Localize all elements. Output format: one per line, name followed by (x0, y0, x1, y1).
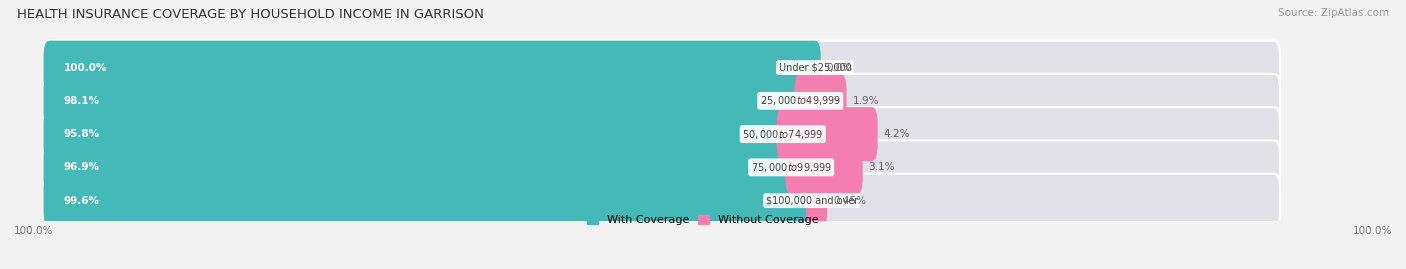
FancyBboxPatch shape (44, 41, 821, 94)
Text: 95.8%: 95.8% (63, 129, 100, 139)
Text: Under $25,000: Under $25,000 (779, 63, 851, 73)
FancyBboxPatch shape (44, 107, 1279, 161)
Text: 96.9%: 96.9% (63, 162, 100, 172)
FancyBboxPatch shape (44, 74, 806, 128)
Text: 4.2%: 4.2% (883, 129, 910, 139)
Text: $75,000 to $99,999: $75,000 to $99,999 (751, 161, 832, 174)
Text: 1.9%: 1.9% (852, 96, 879, 106)
Text: 98.1%: 98.1% (63, 96, 100, 106)
FancyBboxPatch shape (44, 174, 818, 228)
Text: 99.6%: 99.6% (63, 196, 100, 206)
FancyBboxPatch shape (44, 140, 1279, 194)
Text: Source: ZipAtlas.com: Source: ZipAtlas.com (1278, 8, 1389, 18)
FancyBboxPatch shape (44, 74, 1279, 128)
Text: $100,000 and over: $100,000 and over (766, 196, 858, 206)
Text: 100.0%: 100.0% (1353, 226, 1392, 236)
Text: 3.1%: 3.1% (869, 162, 896, 172)
FancyBboxPatch shape (778, 107, 877, 161)
Legend: With Coverage, Without Coverage: With Coverage, Without Coverage (582, 210, 824, 230)
Text: 100.0%: 100.0% (14, 226, 53, 236)
FancyBboxPatch shape (794, 74, 846, 128)
Text: $50,000 to $74,999: $50,000 to $74,999 (742, 128, 824, 141)
Text: 0.0%: 0.0% (827, 63, 853, 73)
Text: 100.0%: 100.0% (63, 63, 107, 73)
FancyBboxPatch shape (806, 174, 827, 228)
Text: 0.45%: 0.45% (834, 196, 866, 206)
FancyBboxPatch shape (44, 41, 1279, 94)
Text: HEALTH INSURANCE COVERAGE BY HOUSEHOLD INCOME IN GARRISON: HEALTH INSURANCE COVERAGE BY HOUSEHOLD I… (17, 8, 484, 21)
FancyBboxPatch shape (44, 107, 789, 161)
FancyBboxPatch shape (44, 174, 1279, 228)
Text: $25,000 to $49,999: $25,000 to $49,999 (759, 94, 841, 107)
FancyBboxPatch shape (44, 140, 797, 194)
FancyBboxPatch shape (786, 140, 863, 194)
